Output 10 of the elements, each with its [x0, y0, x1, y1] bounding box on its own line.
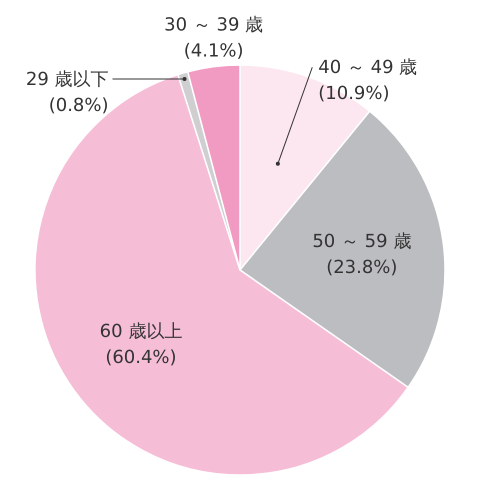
slice-label: 40 ～ 49 歳: [318, 57, 418, 78]
slice-label: 50 ～ 59 歳: [312, 231, 412, 252]
data-label: (4.1%): [184, 40, 244, 62]
slice-label: 29 歳以下: [26, 69, 109, 90]
data-label: (60.4%): [105, 346, 177, 368]
slice-label: 30 ～ 39 歳: [164, 14, 264, 36]
data-label: (23.8%): [326, 257, 398, 278]
slice-label: 60 歳以上: [100, 320, 182, 342]
data-label: (10.9%): [318, 83, 390, 104]
data-label: (0.8%): [48, 95, 109, 116]
